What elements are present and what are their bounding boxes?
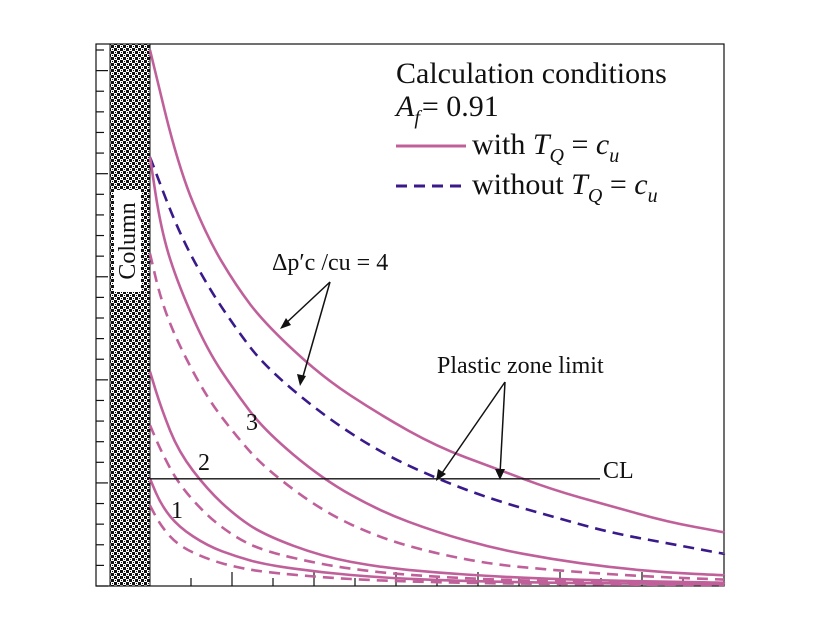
ratio-arrowhead-solid [280,318,291,329]
legend-af-symbol: A [394,90,415,123]
legend-entry-solid-var2: c [596,128,609,161]
legend-entry-dashed: without TQ = cu [472,168,658,207]
plastic-arrow-solid [499,381,506,475]
series-line-3 [148,157,726,577]
legend-entry-dashed-var: T [571,168,590,201]
legend-entry-solid: with TQ = cu [472,128,619,167]
legend-entry-dashed-var2: c [634,168,647,201]
series-line-1 [148,49,726,534]
series-line-6 [148,424,725,586]
plastic-arrowhead-solid [495,469,505,480]
plot-frame [95,43,725,587]
legend-af-sub: f [414,107,422,129]
ratio-arrowhead-dashed [297,374,306,386]
legend-entry-dashed-sub: Q [588,185,603,207]
column-label: Column [115,202,141,279]
ratio-annotation: Δp′c /cu = 4 [272,250,388,276]
plastic-arrow-dashed [439,381,506,477]
curves [148,49,726,587]
legend-entry-solid-var: T [533,128,552,161]
ratio-arrow-dashed [301,281,331,381]
column-band [109,43,151,587]
ratio-arrow-solid [283,281,331,326]
series-line-5 [148,371,726,585]
legend: Calculation conditions Af= 0.91 with TQ … [394,57,667,207]
legend-entry-dashed-prefix: without [472,168,571,201]
column-label-bg [114,190,141,292]
curve-label-1: 1 [171,498,183,524]
series-line-2 [148,156,726,556]
legend-entry-dashed-sub2: u [648,185,658,207]
legend-entry-solid-sub: Q [550,145,565,167]
plastic-zone-annotation: Plastic zone limit [437,353,604,379]
series-line-4 [148,253,725,581]
legend-entry-solid-prefix: with [472,128,533,161]
curve-label-2: 2 [198,450,210,476]
legend-title: Calculation conditions [396,57,667,90]
legend-entry-dashed-eq: = [602,168,634,201]
legend-entry-solid-eq: = [564,128,596,161]
series-line-8 [148,504,724,587]
legend-af: Af= 0.91 [394,90,499,129]
cl-label: CL [603,458,634,484]
plastic-arrowhead-dashed [436,469,446,481]
curve-label-3: 3 [246,410,258,436]
legend-entry-solid-sub2: u [609,145,619,167]
legend-af-value: = 0.91 [422,90,499,123]
